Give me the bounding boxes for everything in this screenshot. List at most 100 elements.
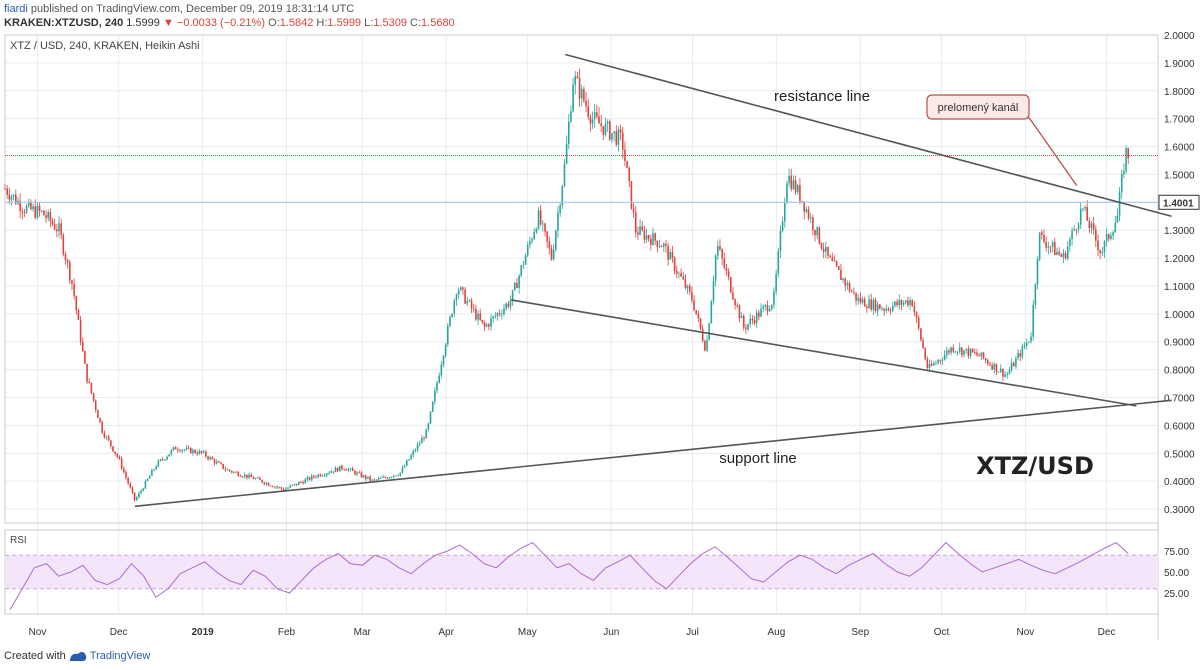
candle: [984, 358, 987, 361]
candle: [859, 297, 862, 303]
candle: [468, 300, 471, 302]
candle: [680, 272, 682, 277]
candle: [740, 315, 743, 319]
candle: [220, 462, 222, 464]
candle: [738, 305, 741, 319]
candle: [1082, 208, 1084, 210]
candle: [505, 303, 507, 309]
candle: [777, 251, 780, 274]
candle: [943, 354, 946, 360]
y-tick-label: 0.4000: [1164, 477, 1195, 488]
candle: [727, 271, 730, 278]
candle: [267, 482, 270, 486]
candle: [1008, 370, 1011, 374]
candle: [101, 421, 104, 433]
candle: [749, 318, 752, 325]
support-line[interactable]: [134, 399, 1172, 508]
candle: [1097, 240, 1099, 251]
candle: [274, 486, 276, 488]
candle: [498, 313, 501, 315]
candle: [1112, 232, 1114, 236]
candle: [995, 363, 998, 372]
candle: [684, 279, 687, 289]
candle: [637, 232, 639, 235]
candle: [760, 308, 762, 317]
candle: [621, 132, 624, 150]
candle: [114, 451, 116, 454]
candle: [40, 210, 43, 212]
candle: [421, 437, 423, 444]
candle: [926, 358, 929, 369]
callout-box[interactable]: [926, 94, 1030, 120]
candle: [535, 228, 538, 233]
candle: [455, 294, 458, 301]
candle: [429, 411, 432, 424]
candle: [516, 282, 518, 289]
candle: [343, 469, 345, 470]
candle: [570, 111, 572, 122]
candle: [1101, 251, 1104, 254]
candle: [518, 275, 520, 289]
candle: [1028, 341, 1030, 343]
candle: [1107, 234, 1110, 239]
candle: [602, 126, 605, 135]
candle: [783, 203, 786, 222]
candle: [714, 255, 717, 281]
candle: [695, 310, 698, 315]
candle: [675, 271, 678, 274]
candle: [431, 401, 434, 412]
candle: [976, 352, 978, 356]
candle: [844, 278, 847, 286]
candle: [15, 194, 17, 204]
candle: [248, 474, 250, 478]
y-tick-label: 1.3000: [1164, 226, 1195, 237]
candle: [606, 121, 609, 124]
candle: [410, 455, 412, 460]
candle: [796, 185, 799, 193]
candle: [898, 300, 901, 306]
candle: [626, 160, 628, 169]
candle: [708, 323, 710, 340]
price-pane-title: XTZ / USD, 240, KRAKEN, Heikin Ashi: [10, 40, 200, 52]
candle: [699, 318, 702, 329]
price-chart[interactable]: XTZ / USD, 240, KRAKEN, Heikin Ashi 2.000…: [0, 0, 1200, 645]
candle: [103, 432, 106, 438]
candle: [332, 471, 335, 473]
candle: [641, 226, 644, 231]
resistance-line[interactable]: [565, 53, 1172, 218]
high-value: 1.5999: [327, 17, 362, 29]
ohlc-legend: KRAKEN:XTZUSD, 240 1.5999 ▼ −0.0033 (−0.…: [4, 17, 455, 29]
candle: [265, 482, 268, 485]
candle: [693, 300, 695, 311]
candle: [418, 443, 421, 445]
channel-line[interactable]: [510, 299, 1137, 407]
candle: [809, 217, 812, 219]
candle: [768, 309, 771, 312]
candle: [993, 363, 996, 370]
candle: [719, 245, 721, 250]
candle: [503, 308, 505, 315]
candle: [88, 381, 91, 383]
candle: [887, 308, 890, 311]
candle: [710, 301, 713, 324]
candle: [60, 223, 62, 236]
candle: [129, 483, 132, 488]
candle: [211, 457, 214, 460]
candle: [894, 301, 896, 306]
candle: [408, 459, 410, 461]
candle: [453, 300, 456, 314]
candle: [179, 450, 181, 452]
candle: [79, 319, 82, 342]
x-tick-label: Apr: [438, 627, 454, 638]
candle: [1025, 342, 1028, 346]
close-value: 1.5680: [421, 17, 455, 29]
candle: [375, 479, 378, 481]
candle: [250, 474, 253, 478]
tradingview-link[interactable]: TradingView: [89, 650, 151, 662]
candle: [712, 280, 715, 302]
candle: [742, 315, 745, 328]
candle: [529, 241, 531, 245]
author-link[interactable]: fiardi: [4, 3, 28, 15]
x-tick-label: Feb: [278, 627, 296, 638]
candle: [231, 471, 233, 473]
